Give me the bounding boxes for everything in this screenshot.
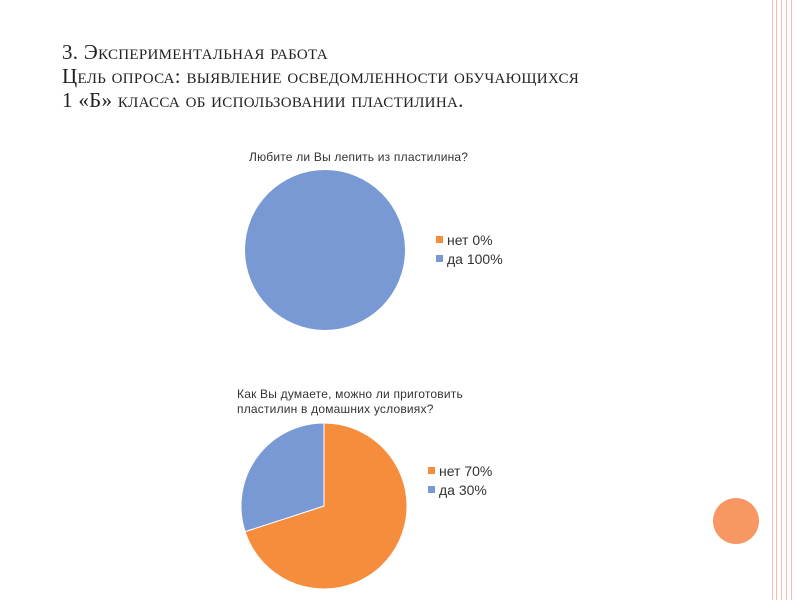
frame-line	[772, 0, 773, 600]
chart-1-pie	[245, 170, 405, 330]
pie-slice-yes	[240, 422, 325, 533]
frame-line	[776, 0, 777, 600]
chart-2-title: Как Вы думаете, можно ли приготовить пла…	[237, 387, 463, 417]
title-line-2: Цель опроса: выявление осведомленности о…	[62, 64, 580, 88]
chart-1-title: Любите ли Вы лепить из пластилина?	[249, 150, 469, 164]
chart-2-title-line-2: пластилин в домашних условиях?	[237, 402, 434, 416]
chart-2-legend: нет 70% да 30%	[428, 461, 492, 499]
decorative-circle	[713, 498, 759, 544]
legend-label-no: нет 0%	[447, 231, 493, 248]
legend-label-yes: да 30%	[439, 481, 487, 498]
legend-item-no: нет 0%	[436, 230, 503, 249]
frame-line	[781, 0, 782, 600]
legend-swatch-yes	[428, 486, 435, 493]
chart-2-title-line-1: Как Вы думаете, можно ли приготовить	[237, 387, 463, 401]
pie-slice-yes	[245, 170, 405, 330]
slide-title: 3. Экспериментальная работа Цель опроса:…	[62, 40, 702, 112]
frame-line	[791, 0, 792, 600]
legend-item-yes: да 30%	[428, 480, 492, 499]
legend-label-yes: да 100%	[447, 250, 503, 267]
title-line-1: 3. Экспериментальная работа	[62, 40, 328, 64]
legend-item-yes: да 100%	[436, 249, 503, 268]
legend-swatch-yes	[436, 255, 443, 262]
chart-2-pie	[240, 422, 408, 590]
legend-label-no: нет 70%	[439, 462, 493, 479]
chart-1-legend: нет 0% да 100%	[436, 230, 503, 268]
legend-swatch-no	[428, 467, 435, 474]
frame-line	[786, 0, 787, 600]
pie-slice-no	[244, 422, 408, 590]
legend-swatch-no	[436, 236, 443, 243]
legend-item-no: нет 70%	[428, 461, 492, 480]
title-line-3: 1 «Б» класса об использовании пластилина…	[62, 88, 464, 112]
